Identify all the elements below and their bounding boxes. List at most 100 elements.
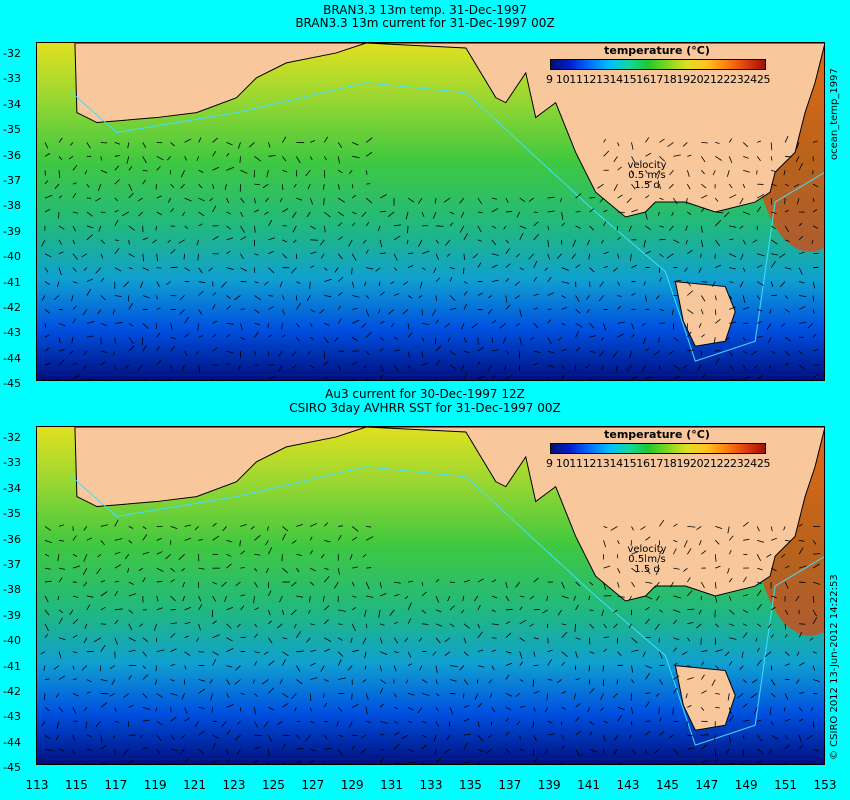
current-arrow [683,567,688,572]
current-arrow [337,748,343,756]
current-arrow [715,623,720,628]
current-arrow [58,251,64,255]
current-arrow [561,651,568,658]
current-arrow [533,350,541,353]
current-arrow [770,634,774,638]
current-arrow [575,193,582,199]
current-arrow [728,661,733,666]
current-arrow [365,350,370,356]
current-arrow [505,304,511,310]
current-arrow [234,679,241,685]
current-arrow [155,184,158,190]
latitude-tick: -43 [3,326,21,340]
current-arrow [55,734,60,741]
current-arrow [528,197,534,202]
longitude-tick: 115 [64,778,88,792]
current-arrow [352,566,358,569]
current-arrow [659,609,663,613]
current-arrow [631,376,638,380]
current-arrow [212,595,217,602]
current-arrow [338,525,343,527]
current-arrow [394,651,399,653]
current-arrow [421,267,426,271]
current-arrow [282,651,289,657]
current-arrow [659,519,665,527]
current-arrow [351,378,354,380]
current-arrow [795,595,800,602]
current-arrow [121,211,129,217]
current-arrow [601,609,604,617]
current-arrow [544,267,548,272]
current-arrow [659,253,664,258]
current-arrow [742,521,749,527]
current-arrow [240,567,245,569]
current-arrow [547,337,552,345]
current-arrow [279,197,283,203]
current-arrow [812,651,817,654]
current-arrow [407,265,414,269]
current-arrow [44,281,50,285]
longitude-tick: 113 [25,778,49,792]
current-arrow [236,623,241,628]
current-arrow [83,637,88,644]
current-arrow [444,651,451,657]
current-arrow [44,253,52,258]
current-arrow [351,536,358,541]
current-arrow [743,350,748,354]
current-arrow [361,323,367,328]
current-arrow [44,362,52,366]
current-arrow [686,170,690,177]
current-arrow [310,309,316,313]
current-arrow [142,693,148,699]
current-arrow [226,237,234,241]
current-arrow [785,267,792,270]
current-arrow [404,595,409,600]
current-arrow [293,623,297,629]
current-arrow [463,733,471,736]
current-arrow [615,365,618,372]
current-arrow [631,209,638,213]
current-arrow [402,309,409,315]
current-arrow [673,279,682,282]
current-arrow [547,364,555,368]
current-arrow [739,665,744,671]
current-arrow [643,239,646,248]
current-arrow [698,609,702,615]
current-arrow [463,253,466,261]
current-arrow [114,564,122,569]
current-arrow [320,253,325,259]
current-arrow [86,142,91,149]
current-arrow [435,665,438,673]
current-arrow [795,156,800,163]
current-arrow [254,553,261,556]
current-arrow [770,198,773,205]
current-arrow [784,209,789,213]
current-arrow [393,293,400,296]
current-arrow [365,331,372,338]
current-arrow [687,290,694,296]
current-arrow [156,580,163,583]
current-arrow [435,277,441,282]
current-arrow [784,581,789,589]
current-arrow [806,734,814,740]
current-arrow [170,716,177,722]
current-arrow [139,734,144,739]
current-arrow [659,138,665,143]
current-arrow [296,323,300,328]
current-arrow [352,155,360,159]
current-arrow [292,225,297,233]
longitude-tick: 117 [104,778,128,792]
current-arrow [226,665,233,668]
current-arrow [198,623,201,631]
current-arrow [645,730,651,736]
bottom-temperature-legend: temperature (°C) 9 101112131415161718192… [544,426,771,478]
current-arrow [812,281,816,289]
current-arrow [197,253,199,261]
current-arrow [72,374,80,380]
current-arrow [419,281,423,289]
current-arrow [296,631,301,638]
current-arrow [184,197,192,202]
current-arrow [156,762,160,764]
current-arrow [659,184,661,190]
current-arrow [407,651,412,658]
